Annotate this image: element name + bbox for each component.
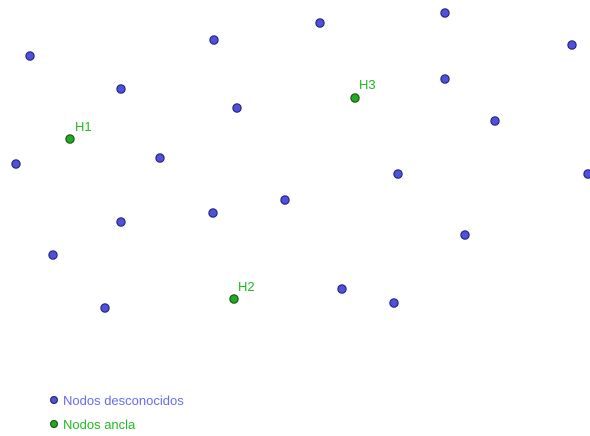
unknown-node — [25, 51, 35, 61]
unknown-node — [440, 74, 450, 84]
legend-item-anchor: Nodos ancla — [50, 412, 184, 436]
legend-item-unknown: Nodos desconocidos — [50, 388, 184, 412]
anchor-node-swatch-icon — [50, 420, 58, 428]
anchor-label-h2: H2 — [238, 279, 255, 294]
anchor-nodes-group: H1 H2 H3 — [65, 77, 376, 304]
unknown-node — [280, 195, 290, 205]
unknown-node — [583, 169, 590, 179]
unknown-node — [440, 8, 450, 18]
legend: Nodos desconocidos Nodos ancla — [50, 388, 184, 436]
unknown-node — [490, 116, 500, 126]
unknown-node — [48, 250, 58, 260]
unknown-node — [116, 217, 126, 227]
anchor-label-h1: H1 — [75, 119, 92, 134]
unknown-node — [208, 208, 218, 218]
unknown-node — [460, 230, 470, 240]
unknown-node — [389, 298, 399, 308]
unknown-node — [567, 40, 577, 50]
unknown-node-swatch-icon — [50, 396, 58, 404]
unknown-node — [100, 303, 110, 313]
unknown-node — [393, 169, 403, 179]
unknown-node — [209, 35, 219, 45]
unknown-node — [155, 153, 165, 163]
anchor-node-h2 — [229, 294, 239, 304]
legend-unknown-label: Nodos desconocidos — [63, 392, 184, 408]
unknown-node — [315, 18, 325, 28]
unknown-node — [116, 84, 126, 94]
unknown-nodes-group — [11, 8, 590, 313]
anchor-node-h1 — [65, 134, 75, 144]
unknown-node — [232, 103, 242, 113]
legend-anchor-label: Nodos ancla — [63, 416, 136, 432]
unknown-node — [11, 159, 21, 169]
anchor-node-h3 — [350, 93, 360, 103]
anchor-label-h3: H3 — [359, 77, 376, 92]
unknown-node — [337, 284, 347, 294]
